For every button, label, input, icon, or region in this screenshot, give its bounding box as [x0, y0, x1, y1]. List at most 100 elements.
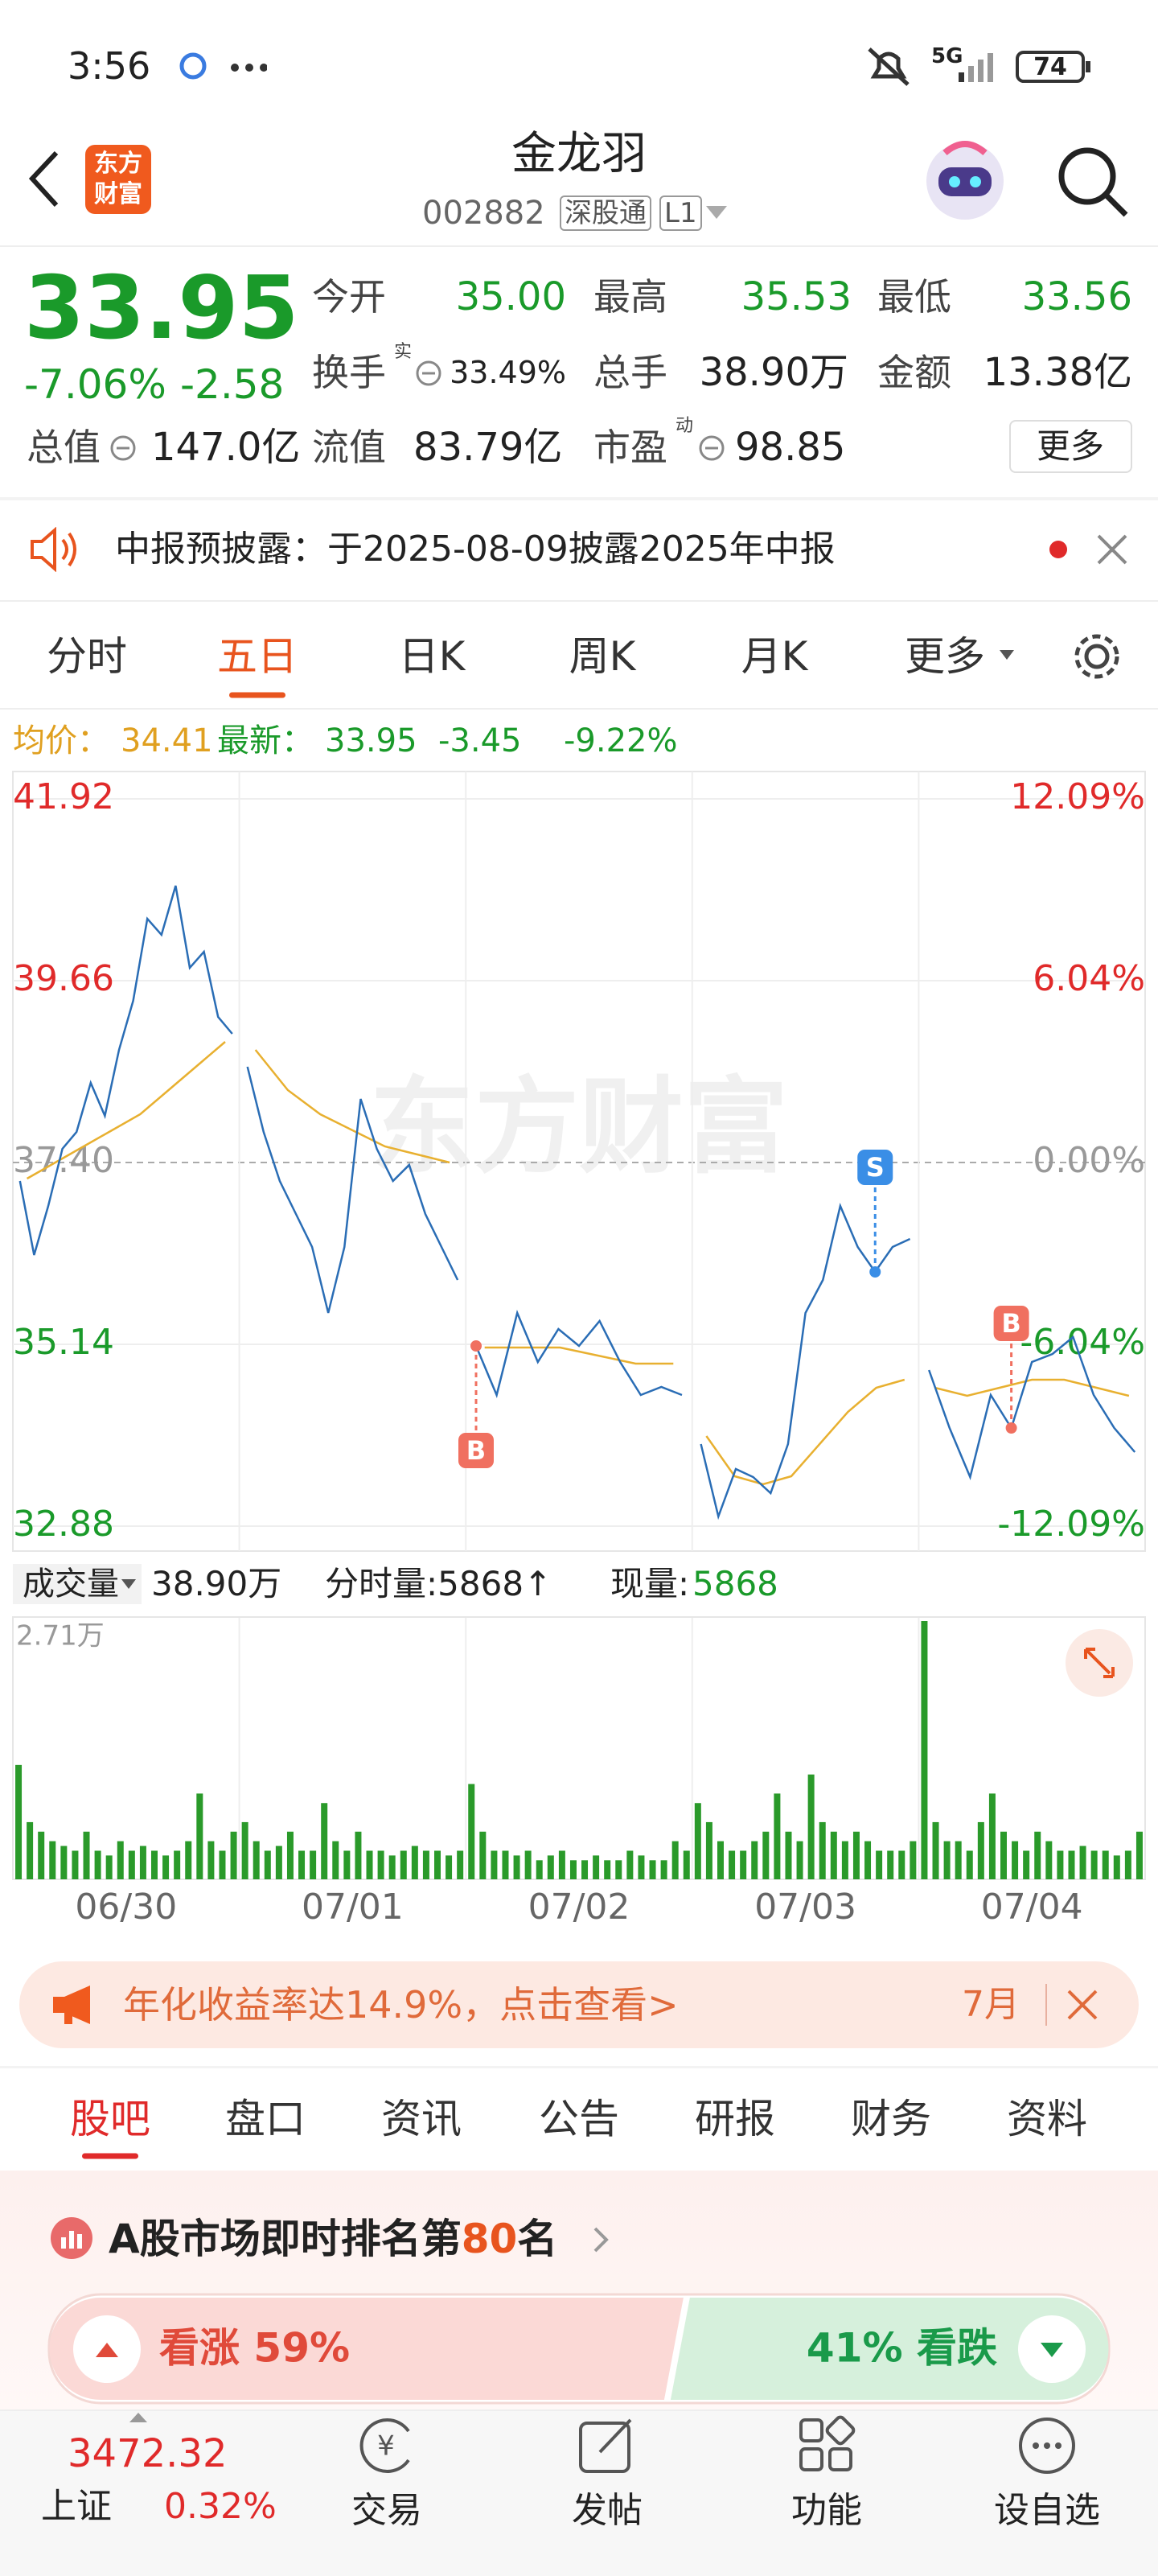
close-button[interactable] — [1066, 1989, 1098, 2021]
volume-title[interactable]: 成交量 — [23, 1566, 119, 1603]
robot-avatar[interactable] — [921, 137, 1009, 225]
divider — [0, 708, 1158, 710]
now-volume-label: 现量: — [610, 1564, 690, 1603]
more-button[interactable] — [1009, 420, 1132, 473]
rank-suffix: 名 — [517, 2216, 558, 2262]
trade-icon[interactable]: ¥ — [352, 2415, 421, 2476]
field-label: 市盈 — [593, 426, 667, 469]
volume-bar — [626, 1850, 634, 1879]
latest-label: 最新： — [217, 722, 314, 759]
volume-bar — [219, 1850, 226, 1879]
volume-frame — [12, 1616, 1146, 1880]
volume-bar — [1068, 1850, 1075, 1879]
status-icons — [179, 52, 267, 80]
bear-label: 41% 看跌 — [807, 2325, 997, 2372]
field-label: 总值 — [27, 426, 101, 469]
volume-bar — [536, 1860, 543, 1879]
section-tab[interactable]: 资讯 — [381, 2096, 462, 2142]
mute-icon — [868, 47, 910, 86]
nav-label[interactable]: 设自选 — [994, 2490, 1100, 2531]
tab-underline — [229, 692, 285, 698]
more-label[interactable]: 更多 — [1036, 426, 1105, 466]
info-icon[interactable] — [415, 360, 442, 387]
svg-text:¥: ¥ — [377, 2430, 395, 2463]
volume-bar — [558, 1850, 565, 1879]
volume-bar — [774, 1793, 781, 1879]
y-tick-label: 41.92 — [13, 776, 114, 817]
volume-bar — [1124, 1850, 1131, 1879]
section-tab[interactable]: 盘口 — [225, 2096, 306, 2142]
rank-prefix[interactable]: A股市场即时排名第80名 — [109, 2219, 557, 2259]
volume-bar — [876, 1850, 883, 1879]
index-change[interactable]: 0.32% — [164, 2486, 277, 2527]
x-tick-label: 07/03 — [754, 1887, 856, 1928]
volume-selector[interactable] — [13, 1564, 142, 1604]
volume-bar — [434, 1850, 441, 1879]
promo-banner[interactable] — [19, 1961, 1139, 2048]
rank-prefix-text: A股市场即时排名第 — [109, 2216, 462, 2262]
volume-bar — [298, 1850, 306, 1879]
chart-tab[interactable]: 更多 — [905, 633, 985, 680]
expand-button[interactable] — [1063, 1627, 1135, 1699]
section-tab[interactable]: 财务 — [851, 2096, 931, 2142]
close-button[interactable] — [1095, 533, 1129, 566]
volume-bar — [196, 1793, 203, 1879]
volume-bar — [683, 1850, 690, 1879]
dropdown-icon — [121, 1579, 136, 1589]
back-button[interactable] — [24, 149, 64, 209]
chart-tab[interactable]: 周K — [569, 633, 636, 680]
settings-button[interactable] — [1070, 629, 1124, 684]
volume-bar — [524, 1850, 532, 1879]
dropdown-icon[interactable] — [704, 204, 729, 220]
field-value: 98.85 — [735, 425, 846, 470]
section-tab[interactable]: 公告 — [539, 2096, 619, 2142]
bull-label: 看涨 59% — [159, 2325, 350, 2372]
divider — [0, 2066, 1158, 2068]
marker-point — [1005, 1422, 1017, 1434]
watchlist-icon[interactable] — [1016, 2415, 1078, 2476]
y2-tick-label: 6.04% — [1033, 958, 1145, 999]
chart-tab[interactable]: 分时 — [47, 633, 127, 680]
volume-bar — [694, 1803, 701, 1879]
avg-label: 均价： — [13, 722, 109, 759]
chart-tab[interactable]: 月K — [741, 633, 808, 680]
volume-bar — [955, 1841, 962, 1879]
section-tab[interactable]: 资料 — [1007, 2096, 1087, 2142]
chart-tab[interactable]: 五日 — [217, 633, 298, 680]
info-icon[interactable] — [698, 434, 725, 462]
promo-text[interactable]: 年化收益率达14.9%，点击查看> — [123, 1983, 679, 2027]
post-icon[interactable] — [576, 2415, 639, 2476]
signal-icon — [959, 53, 993, 82]
volume-bar — [898, 1850, 905, 1879]
index-value[interactable]: 3472.32 — [68, 2431, 228, 2476]
section-tab[interactable]: 研报 — [695, 2096, 775, 2142]
chart-tab[interactable]: 日K — [398, 633, 466, 680]
field-label: 今开 — [312, 275, 386, 319]
volume-bar — [1113, 1855, 1120, 1879]
field-value: 13.38亿 — [983, 350, 1132, 395]
volume-bar — [943, 1841, 951, 1879]
nav-label[interactable]: 功能 — [791, 2490, 862, 2531]
index-name[interactable]: 上证 — [41, 2486, 112, 2527]
volume-bar — [60, 1846, 68, 1879]
now-volume: 5868 — [692, 1564, 778, 1603]
function-icon[interactable] — [796, 2415, 857, 2476]
x-tick-label: 06/30 — [75, 1887, 177, 1928]
volume-bar — [660, 1860, 667, 1879]
app-logo — [85, 145, 151, 214]
stock-name: 金龙羽 — [511, 128, 647, 180]
volume-bar — [185, 1841, 192, 1879]
up-arrow — [96, 2343, 118, 2357]
info-icon[interactable] — [109, 434, 137, 462]
nav-label[interactable]: 交易 — [351, 2490, 422, 2531]
field-value: 35.53 — [741, 274, 852, 319]
section-tab[interactable]: 股吧 — [70, 2096, 150, 2142]
x-tick-label: 07/04 — [981, 1887, 1083, 1928]
avg-line — [705, 1378, 905, 1486]
volume-bar — [1012, 1841, 1019, 1879]
search-button[interactable] — [1052, 141, 1132, 221]
volume-bar — [1000, 1831, 1007, 1879]
nav-label[interactable]: 发帖 — [572, 2490, 643, 2531]
notice-text[interactable]: 中报预披露：于2025-08-09披露2025年中报 — [115, 529, 836, 570]
volume-bar — [1090, 1850, 1098, 1879]
